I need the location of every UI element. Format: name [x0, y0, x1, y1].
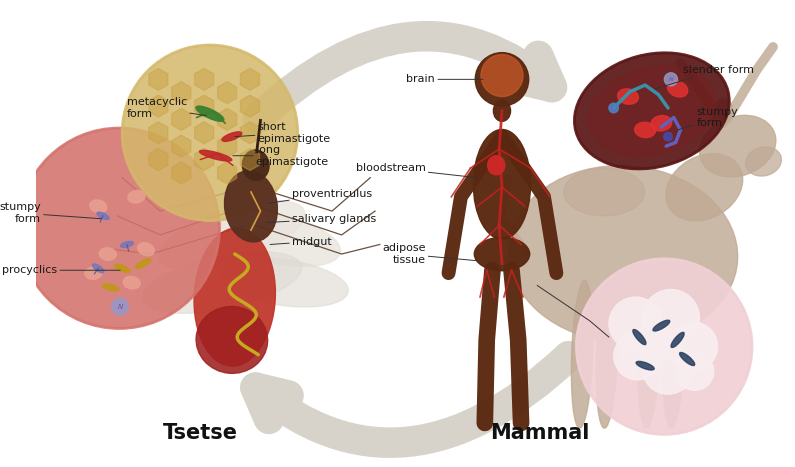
Ellipse shape [663, 280, 684, 428]
Ellipse shape [494, 100, 510, 121]
Ellipse shape [138, 243, 154, 256]
Ellipse shape [653, 320, 669, 331]
Circle shape [576, 259, 752, 434]
Circle shape [614, 333, 661, 380]
Text: midgut: midgut [270, 237, 332, 247]
Ellipse shape [509, 166, 738, 342]
Ellipse shape [143, 252, 302, 313]
Circle shape [642, 343, 694, 394]
Circle shape [676, 352, 714, 390]
Text: Mammal: Mammal [491, 423, 590, 443]
Circle shape [668, 322, 718, 371]
Ellipse shape [103, 284, 119, 291]
Circle shape [122, 45, 297, 220]
Circle shape [634, 322, 676, 364]
Ellipse shape [196, 306, 268, 373]
Ellipse shape [618, 89, 638, 104]
Ellipse shape [700, 115, 776, 177]
Ellipse shape [651, 115, 672, 131]
Ellipse shape [242, 150, 269, 181]
Ellipse shape [135, 259, 151, 269]
Text: slender form: slender form [655, 65, 754, 89]
Text: stumpy
form: stumpy form [677, 107, 739, 130]
Ellipse shape [219, 213, 340, 266]
Ellipse shape [666, 154, 743, 221]
Ellipse shape [633, 330, 646, 345]
Ellipse shape [636, 361, 654, 370]
Circle shape [19, 128, 219, 328]
Ellipse shape [90, 200, 107, 212]
Ellipse shape [120, 241, 134, 248]
Text: salivary glands: salivary glands [267, 214, 376, 224]
Circle shape [111, 298, 129, 315]
Text: N: N [669, 77, 673, 82]
Ellipse shape [85, 267, 102, 279]
Ellipse shape [114, 264, 130, 272]
Ellipse shape [92, 264, 104, 273]
Ellipse shape [634, 122, 656, 138]
Ellipse shape [473, 129, 530, 239]
Ellipse shape [224, 170, 277, 242]
Ellipse shape [668, 81, 688, 97]
Circle shape [481, 55, 523, 97]
Circle shape [642, 290, 700, 347]
Ellipse shape [123, 276, 140, 289]
Text: brain: brain [406, 74, 483, 85]
Circle shape [664, 132, 673, 141]
Text: bloodstream: bloodstream [355, 163, 477, 177]
Ellipse shape [564, 168, 645, 216]
Text: procyclics: procyclics [2, 265, 120, 275]
Ellipse shape [194, 228, 275, 366]
Ellipse shape [196, 106, 224, 121]
Ellipse shape [475, 237, 529, 271]
Text: long
epimastigote: long epimastigote [233, 145, 329, 167]
Text: short
epimastigote: short epimastigote [235, 122, 331, 144]
Ellipse shape [222, 132, 242, 142]
Ellipse shape [99, 248, 116, 260]
Ellipse shape [680, 353, 695, 366]
Circle shape [609, 297, 662, 350]
Circle shape [475, 53, 529, 106]
Ellipse shape [487, 156, 505, 175]
Ellipse shape [200, 150, 232, 161]
Ellipse shape [159, 201, 305, 269]
Text: proventriculus: proventriculus [267, 189, 372, 204]
Ellipse shape [574, 53, 729, 169]
Ellipse shape [711, 99, 733, 128]
Ellipse shape [572, 280, 593, 428]
Circle shape [665, 73, 677, 86]
Ellipse shape [596, 280, 618, 428]
Ellipse shape [671, 333, 684, 347]
Ellipse shape [97, 212, 109, 219]
Text: metacyclic
form: metacyclic form [127, 97, 206, 119]
Circle shape [609, 103, 619, 113]
Text: Tsetse: Tsetse [163, 423, 238, 443]
Ellipse shape [746, 147, 781, 176]
Text: N: N [118, 304, 122, 310]
Ellipse shape [220, 258, 348, 307]
Ellipse shape [128, 191, 145, 203]
Ellipse shape [588, 65, 716, 156]
Ellipse shape [638, 280, 660, 428]
Text: stumpy
form: stumpy form [0, 202, 101, 224]
Text: adipose
tissue: adipose tissue [382, 243, 477, 265]
